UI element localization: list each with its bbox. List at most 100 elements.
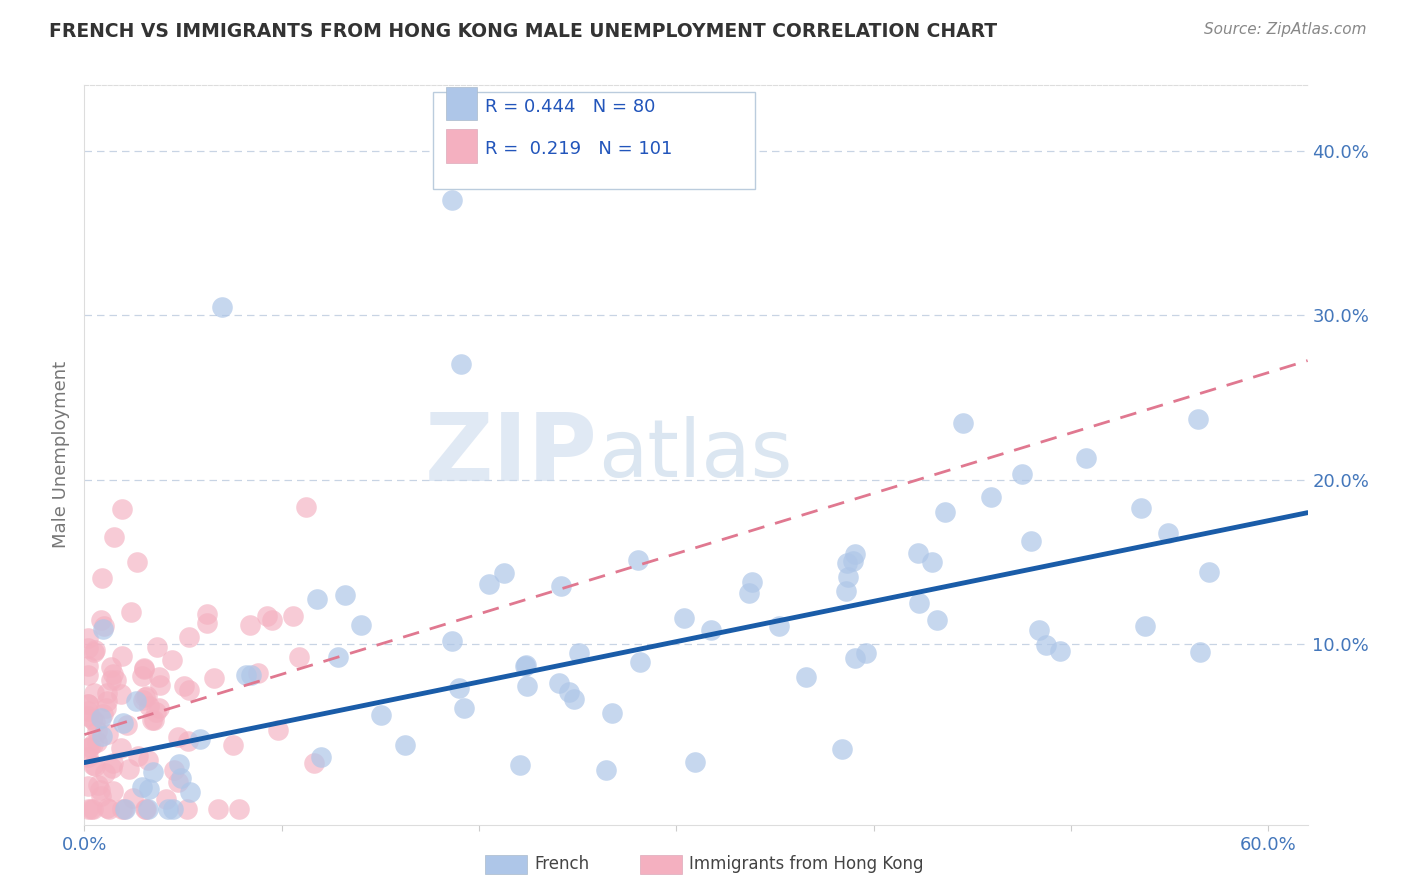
Point: [118, 762, 141, 776]
Text: ZIP: ZIP: [425, 409, 598, 501]
Point: [176, 802, 198, 816]
Point: [177, 683, 200, 698]
Point: [1188, 644, 1211, 658]
Point: [516, 679, 538, 693]
Point: [138, 782, 160, 797]
Point: [160, 653, 183, 667]
Point: [104, 673, 127, 688]
Point: [450, 358, 472, 372]
Point: [441, 193, 464, 207]
Point: [177, 734, 200, 748]
Point: [135, 802, 157, 816]
Point: [135, 689, 157, 703]
Point: [91, 571, 114, 585]
Point: [841, 554, 863, 568]
Point: [114, 802, 136, 816]
Point: [143, 714, 166, 728]
Point: [163, 763, 186, 777]
Point: [111, 501, 134, 516]
Point: [221, 738, 243, 752]
Point: [907, 546, 929, 560]
Point: [117, 718, 139, 732]
Point: [90, 613, 112, 627]
Point: [111, 648, 134, 663]
Point: [844, 651, 866, 665]
Point: [188, 732, 211, 747]
Point: [672, 611, 695, 625]
Point: [235, 668, 257, 682]
Point: [267, 723, 290, 737]
Point: [86, 723, 108, 738]
Point: [148, 700, 170, 714]
Point: [80, 802, 103, 816]
Point: [394, 738, 416, 752]
Point: [211, 300, 233, 314]
Point: [246, 666, 269, 681]
Text: R =  0.219   N = 101: R = 0.219 N = 101: [485, 140, 672, 158]
Point: [207, 802, 229, 816]
Point: [145, 706, 167, 720]
Point: [84, 758, 107, 772]
Point: [1035, 638, 1057, 652]
Point: [149, 678, 172, 692]
Point: [110, 687, 132, 701]
Point: [700, 623, 723, 637]
Point: [82, 802, 104, 816]
Point: [101, 761, 124, 775]
Point: [77, 668, 100, 682]
Point: [260, 613, 283, 627]
Point: [908, 596, 931, 610]
Point: [77, 631, 100, 645]
Point: [167, 775, 190, 789]
Y-axis label: Male Unemployment: Male Unemployment: [52, 361, 70, 549]
Point: [131, 780, 153, 794]
Point: [683, 756, 706, 770]
Point: [509, 758, 531, 772]
Point: [600, 706, 623, 721]
Point: [1049, 644, 1071, 658]
Point: [138, 698, 160, 713]
Point: [100, 673, 122, 688]
Text: Source: ZipAtlas.com: Source: ZipAtlas.com: [1204, 22, 1367, 37]
Point: [281, 608, 304, 623]
Point: [77, 709, 100, 723]
Text: Immigrants from Hong Kong: Immigrants from Hong Kong: [689, 855, 924, 873]
Point: [202, 671, 225, 685]
Point: [132, 662, 155, 676]
Point: [86, 735, 108, 749]
Point: [134, 802, 156, 816]
Point: [77, 802, 100, 816]
Point: [1187, 412, 1209, 426]
Point: [138, 802, 160, 816]
Point: [295, 500, 318, 514]
Point: [91, 729, 114, 743]
Text: R = 0.444   N = 80: R = 0.444 N = 80: [485, 98, 655, 116]
Point: [136, 753, 159, 767]
Point: [835, 556, 858, 570]
Point: [837, 570, 859, 584]
Point: [83, 686, 105, 700]
Point: [350, 618, 373, 632]
Point: [110, 740, 132, 755]
Text: atlas: atlas: [598, 416, 793, 494]
Point: [82, 758, 104, 772]
Point: [370, 708, 392, 723]
Point: [132, 692, 155, 706]
Point: [239, 617, 262, 632]
Point: [240, 667, 263, 681]
Point: [844, 547, 866, 561]
Point: [79, 739, 101, 754]
Point: [628, 655, 651, 669]
Point: [91, 707, 114, 722]
Point: [562, 691, 585, 706]
Point: [515, 658, 537, 673]
Point: [125, 555, 148, 569]
Point: [77, 640, 100, 655]
Point: [90, 789, 112, 803]
Point: [513, 659, 536, 673]
Point: [131, 669, 153, 683]
Point: [304, 756, 326, 770]
Point: [921, 555, 943, 569]
Point: [768, 619, 790, 633]
Point: [831, 742, 853, 756]
